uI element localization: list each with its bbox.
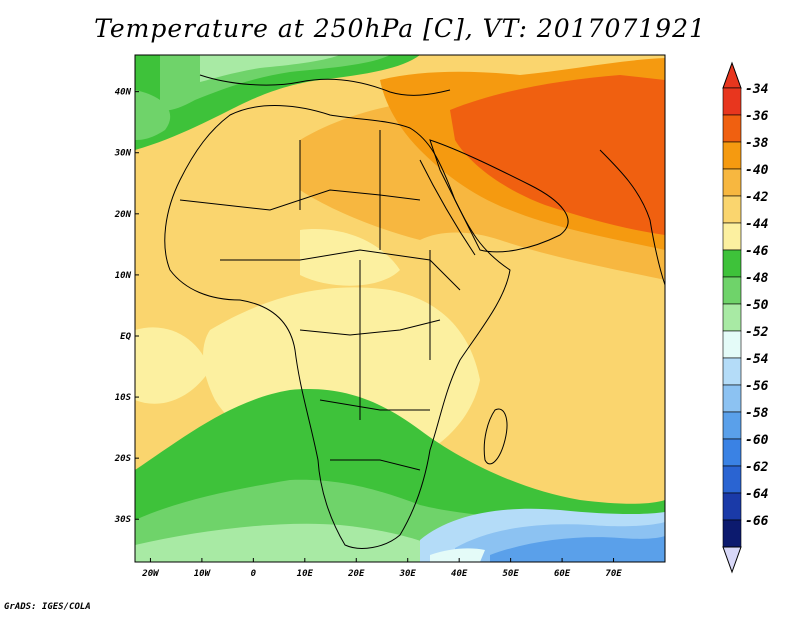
lat-label: 40N — [115, 88, 132, 98]
temperature-field — [135, 55, 665, 562]
lat-label: 30N — [114, 149, 132, 159]
credit-text: GrADS: IGES/COLA — [4, 602, 91, 612]
lat-label: 10N — [115, 271, 132, 281]
colorbar-label: -66 — [745, 514, 769, 529]
colorbar: -34 -36 -38 -40 -42 -44 -46 -48 -50 -52 -54 -56 -58 -… — [722, 61, 769, 574]
colorbar-segment — [722, 168, 742, 197]
lat-label: 10S — [115, 393, 132, 403]
colorbar-segment — [722, 276, 742, 305]
colorbar-segment — [722, 465, 742, 494]
coastlines — [164, 74, 665, 549]
colorbar-top-arrow — [722, 61, 742, 89]
colorbar-label: -40 — [745, 163, 769, 178]
lon-label: 10E — [297, 569, 314, 579]
latitude-labels: 40N 30N 20N 10N EQ 10S 20S 30S — [114, 88, 139, 525]
colorbar-segment — [722, 384, 742, 413]
colorbar-segment — [722, 303, 742, 332]
colorbar-label: -58 — [745, 406, 769, 421]
lon-label: 60E — [554, 569, 571, 579]
map-frame — [134, 54, 666, 563]
lon-label: 40E — [451, 569, 468, 579]
colorbar-segment — [722, 411, 742, 440]
colorbar-label: -38 — [745, 136, 769, 151]
colorbar-segment — [722, 519, 742, 548]
colorbar-segment — [722, 357, 742, 386]
colorbar-bottom-arrow — [722, 546, 742, 574]
lon-label: 70E — [605, 569, 622, 579]
lon-label: 50E — [502, 569, 519, 579]
colorbar-label: -46 — [745, 244, 769, 259]
colorbar-segment — [722, 222, 742, 251]
colorbar-segment — [722, 438, 742, 467]
lon-label: 30E — [399, 569, 417, 579]
colorbar-label: -60 — [745, 433, 769, 448]
lon-label: 10W — [194, 569, 212, 579]
lon-label: 0 — [251, 569, 257, 579]
colorbar-segment — [722, 114, 742, 143]
colorbar-label: -52 — [745, 325, 769, 340]
lon-label: 20E — [347, 569, 365, 579]
colorbar-segment — [722, 492, 742, 521]
lat-label: 20N — [114, 210, 132, 220]
map-title: Temperature at 250hPa [C], VT: 201707192… — [94, 14, 706, 43]
colorbar-label: -62 — [745, 460, 769, 475]
lat-label: 30S — [114, 515, 132, 525]
colorbar-segment — [722, 249, 742, 278]
longitude-labels: 20W 10W 0 10E 20E 30E 40E 50E 60E 70E — [141, 558, 622, 579]
colorbar-label: -34 — [745, 82, 769, 97]
colorbar-label: -42 — [745, 190, 769, 205]
lat-label: EQ — [120, 332, 131, 342]
colorbar-segment — [722, 141, 742, 170]
colorbar-segment — [722, 87, 742, 116]
colorbar-segment — [722, 330, 742, 359]
lat-label: 20S — [114, 454, 132, 464]
colorbar-label: -64 — [745, 487, 769, 502]
colorbar-label: -56 — [745, 379, 769, 394]
lon-label: 20W — [141, 569, 160, 579]
colorbar-label: -36 — [745, 109, 769, 124]
colorbar-label: -48 — [745, 271, 769, 286]
colorbar-segment — [722, 195, 742, 224]
colorbar-label: -44 — [745, 217, 769, 232]
colorbar-label: -50 — [745, 298, 769, 313]
colorbar-label: -54 — [745, 352, 769, 367]
